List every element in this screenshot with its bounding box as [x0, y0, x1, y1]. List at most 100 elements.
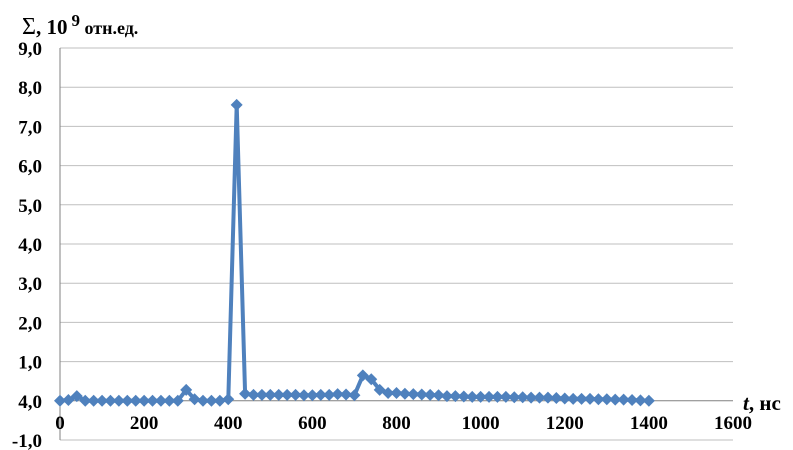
x-tick-label: 1200 [546, 413, 584, 434]
data-point [466, 390, 479, 403]
y-axis-factor: , 10 [36, 15, 68, 39]
data-point [390, 386, 403, 399]
data-point [146, 394, 159, 407]
data-point [331, 388, 344, 401]
data-point [356, 369, 369, 382]
y-tick-label: 2,0 [18, 313, 42, 334]
data-point [138, 394, 151, 407]
data-point [340, 388, 353, 401]
data-point [121, 394, 134, 407]
data-point [255, 388, 268, 401]
data-point [230, 98, 243, 111]
y-tick-label: 4,0 [18, 392, 42, 413]
data-point [499, 390, 512, 403]
data-point [171, 394, 184, 407]
data-point [626, 394, 639, 407]
data-point [205, 394, 218, 407]
data-point [79, 394, 92, 407]
data-point [104, 394, 117, 407]
data-point [424, 388, 437, 401]
data-point [188, 393, 201, 406]
y-axis-sigma: Σ [22, 14, 36, 40]
data-point [592, 393, 605, 406]
y-tick-label: 1,0 [18, 353, 42, 374]
y-tick-label: -1,0 [12, 431, 42, 450]
gridlines [60, 47, 733, 441]
x-axis-var: t [743, 391, 750, 415]
data-point [129, 394, 142, 407]
data-point [54, 394, 66, 407]
data-point [382, 386, 395, 399]
data-point [247, 388, 260, 401]
data-point [70, 390, 83, 403]
y-axis-exponent: 9 [71, 11, 80, 30]
data-point [222, 393, 235, 406]
data-point [407, 388, 420, 401]
data-point [533, 391, 546, 404]
data-point [264, 388, 277, 401]
data-point [609, 393, 622, 406]
data-point [432, 389, 445, 402]
x-tick-label: 800 [382, 413, 411, 434]
data-point [281, 388, 294, 401]
data-point [491, 390, 504, 403]
data-point [314, 388, 327, 401]
data-point [306, 389, 319, 402]
y-tick-label: 6,0 [18, 157, 42, 178]
y-tick-label: 4,0 [18, 235, 42, 256]
x-tick-label: 1600 [714, 413, 752, 434]
data-point [398, 387, 411, 400]
data-point [112, 394, 125, 407]
data-point [508, 391, 521, 404]
x-tick-label: 1400 [630, 413, 668, 434]
data-point [163, 394, 176, 407]
x-tick-label: 0 [55, 413, 65, 434]
x-tick-label: 200 [130, 413, 159, 434]
data-point [541, 391, 554, 404]
x-tick-label: 600 [298, 413, 327, 434]
y-axis-title: Σ, 10 9 отн.ед. [22, 11, 138, 40]
data-point [617, 393, 630, 406]
y-tick-label: 5,0 [18, 196, 42, 217]
y-tick-label: 9,0 [18, 39, 42, 60]
data-point [567, 392, 580, 405]
x-axis-unit: , нс [749, 391, 781, 415]
data-point [348, 389, 361, 402]
data-point [365, 373, 378, 386]
data-point [180, 383, 193, 396]
x-tick-labels: 0 200 400 600 800 1000 1200 1400 1600 [55, 413, 752, 434]
data-point [213, 394, 226, 407]
data-point [575, 392, 588, 405]
data-point [634, 394, 647, 407]
y-axis-unit: отн.ед. [80, 18, 138, 38]
data-point [474, 390, 487, 403]
x-tick-label: 1000 [462, 413, 500, 434]
data-point [525, 391, 538, 404]
data-point [289, 388, 302, 401]
x-tick-label: 400 [214, 413, 243, 434]
data-point [297, 389, 310, 402]
data-point [96, 394, 109, 407]
data-point [197, 394, 210, 407]
data-point [457, 390, 470, 403]
data-point [558, 392, 571, 405]
series-line [59, 102, 649, 403]
y-tick-label: 7,0 [18, 117, 42, 138]
y-tick-label: 8,0 [18, 78, 42, 99]
data-point [323, 388, 336, 401]
data-point [449, 390, 462, 403]
data-point [62, 394, 75, 407]
series-group [54, 98, 655, 407]
data-point [154, 394, 167, 407]
data-point [87, 394, 100, 407]
data-point [415, 388, 428, 401]
y-tick-label: 3,0 [18, 274, 42, 295]
data-point [642, 394, 655, 407]
data-point [550, 392, 563, 405]
data-point [239, 387, 252, 400]
data-point [440, 390, 453, 403]
y-tick-labels: -1,0 4,0 1,0 2,0 3,0 4,0 5,0 6,0 7,0 8,0 9,0 [12, 39, 42, 450]
data-point [516, 391, 529, 404]
data-point [600, 393, 613, 406]
